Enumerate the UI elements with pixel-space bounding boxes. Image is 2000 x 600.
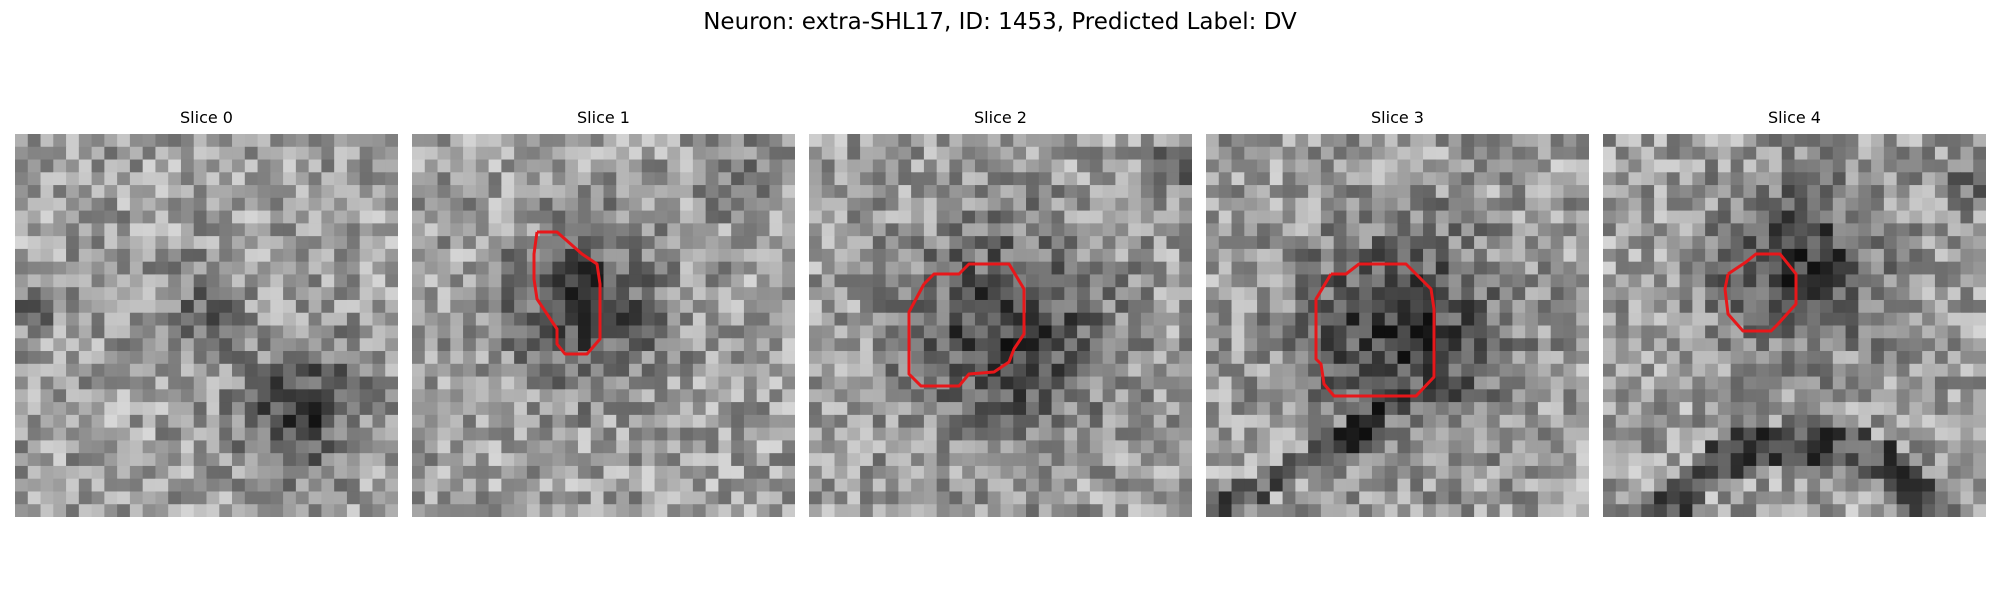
slice-image-4 [1603, 134, 1986, 517]
segmentation-contour [1314, 262, 1436, 398]
slice-image-0 [15, 134, 398, 517]
slice-title-2: Slice 2 [974, 108, 1027, 127]
slice-image-2 [809, 134, 1192, 517]
figure-title: Neuron: extra-SHL17, ID: 1453, Predicted… [703, 9, 1297, 35]
pixel-grid [1603, 134, 1986, 517]
slice-title-0: Slice 0 [180, 108, 233, 127]
slice-panel-0: Slice 0 [15, 108, 398, 517]
segmentation-contour [1723, 252, 1798, 333]
slice-panel-2: Slice 2 [809, 108, 1192, 517]
segmentation-contour [532, 230, 602, 356]
slice-panel-3: Slice 3 [1206, 108, 1589, 517]
pixel-grid [809, 134, 1192, 517]
slice-image-1 [412, 134, 795, 517]
slice-title-4: Slice 4 [1768, 108, 1821, 127]
segmentation-contour [907, 262, 1026, 388]
slice-title-3: Slice 3 [1371, 108, 1424, 127]
pixel-grid [412, 134, 795, 517]
slice-title-1: Slice 1 [577, 108, 630, 127]
pixel-grid [15, 134, 398, 517]
slice-image-3 [1206, 134, 1589, 517]
pixel-grid [1206, 134, 1589, 517]
slice-panel-1: Slice 1 [412, 108, 795, 517]
slice-panel-4: Slice 4 [1603, 108, 1986, 517]
